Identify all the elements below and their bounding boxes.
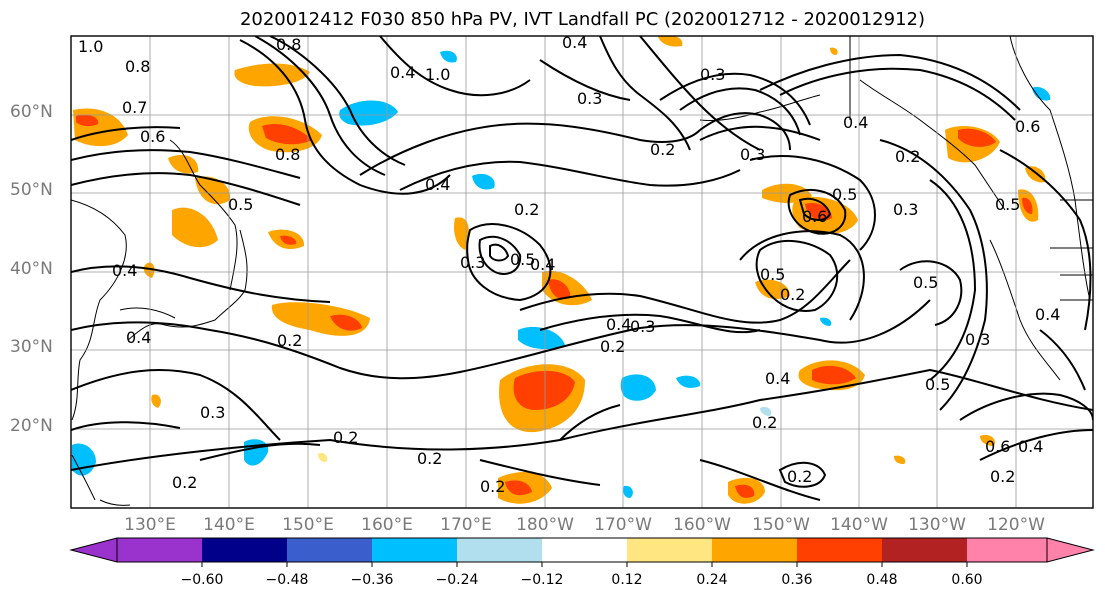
contour-label: 0.4 <box>606 315 631 334</box>
contour-label: 0.2 <box>780 285 805 304</box>
contour-label: 0.2 <box>277 331 302 350</box>
lon-label-140e: 140°E <box>203 515 255 535</box>
lon-label-170w: 170°W <box>594 515 652 535</box>
lon-label-180w: 180°W <box>516 515 574 535</box>
colorbar-segment <box>457 538 542 562</box>
colorbar-segment <box>797 538 882 562</box>
lat-label-30n: 30°N <box>10 337 53 357</box>
contour-label: 0.2 <box>514 200 539 219</box>
contour-label: 0.4 <box>1018 437 1043 456</box>
contour-label: 0.2 <box>333 428 358 447</box>
contour-label: 0.2 <box>752 413 777 432</box>
contour-label: 0.3 <box>577 89 602 108</box>
lon-label-130w: 130°W <box>908 515 966 535</box>
coastlines <box>71 36 1093 506</box>
contour-label: 0.2 <box>480 477 505 496</box>
contour-labels: 1.0 0.8 0.7 0.6 0.5 0.4 0.4 0.3 0.2 0.2 … <box>78 33 1060 496</box>
contour-label: 0.4 <box>112 261 137 280</box>
contour-label: 0.6 <box>140 127 165 146</box>
colorbar-over-arrow <box>1046 537 1095 563</box>
colorbar-tick: 0.12 <box>611 572 643 588</box>
lon-label-150e: 150°E <box>282 515 334 535</box>
contour-label: 0.4 <box>765 369 790 388</box>
contour-label: 0.4 <box>1035 305 1060 324</box>
contour-label: 0.4 <box>126 328 151 347</box>
contour-label: 0.2 <box>172 473 197 492</box>
lat-label-60n: 60°N <box>10 102 53 122</box>
lat-label-20n: 20°N <box>10 416 53 436</box>
lon-label-130e: 130°E <box>124 515 176 535</box>
colorbar-segment <box>202 538 287 562</box>
contour-label: 0.6 <box>985 437 1010 456</box>
lon-label-140w: 140°W <box>830 515 888 535</box>
colorbar-tick: −0.24 <box>435 572 479 588</box>
contour-label: 0.2 <box>600 337 625 356</box>
colorbar-tick: 0.36 <box>781 572 813 588</box>
colorbar-tick: −0.12 <box>520 572 564 588</box>
contour-label: 0.5 <box>995 195 1020 214</box>
map-frame <box>70 35 1094 509</box>
contour-label: 0.4 <box>390 63 415 82</box>
lat-label-50n: 50°N <box>10 180 53 200</box>
contour-label: 0.4 <box>562 33 587 52</box>
lon-label-160w: 160°W <box>673 515 731 535</box>
lon-label-150w: 150°W <box>752 515 810 535</box>
contour-label: 0.3 <box>200 403 225 422</box>
graticule <box>71 36 1093 508</box>
contour-label: 0.3 <box>460 253 485 272</box>
contour-label: 0.5 <box>510 250 535 269</box>
colorbar-segment <box>967 538 1047 562</box>
lat-label-40n: 40°N <box>10 259 53 279</box>
contour-label: 0.3 <box>965 330 990 349</box>
colorbar-segment <box>882 538 967 562</box>
contour-label: 0.2 <box>650 140 675 159</box>
contour-label: 0.6 <box>1015 117 1040 136</box>
contour-label: 0.3 <box>740 145 765 164</box>
colorbar-segment <box>712 538 797 562</box>
contour-label: 0.3 <box>630 317 655 336</box>
colorbar-tick: 0.24 <box>696 572 728 588</box>
contour-label: 0.2 <box>990 467 1015 486</box>
contour-label: 0.5 <box>925 375 950 394</box>
contour-label: 0.5 <box>832 185 857 204</box>
contour-label: 0.2 <box>417 449 442 468</box>
contour-label: 0.2 <box>787 467 812 486</box>
contour-label: 1.0 <box>425 65 450 84</box>
map-title: 2020012412 F030 850 hPa PV, IVT Landfall… <box>239 9 926 30</box>
colorbar-tick: 0.48 <box>866 572 898 588</box>
colorbar-segment <box>542 538 627 562</box>
colorbar-outline <box>116 537 1048 563</box>
contour-label: 0.4 <box>843 113 868 132</box>
colorbar <box>69 537 1095 567</box>
contour-label: 0.3 <box>893 200 918 219</box>
contour-label: 0.2 <box>895 147 920 166</box>
contour-label: 0.4 <box>425 175 450 194</box>
contour-label: 0.8 <box>276 35 301 54</box>
colorbar-tick: −0.48 <box>265 572 309 588</box>
contour-label: 0.7 <box>122 98 147 117</box>
lon-label-170e: 170°E <box>440 515 492 535</box>
contour-label: 0.5 <box>913 273 938 292</box>
colorbar-under-arrow <box>69 537 118 563</box>
colorbar-segment <box>287 538 372 562</box>
colorbar-segment <box>117 538 202 562</box>
contour-label: 0.6 <box>802 207 827 226</box>
contour-label: 0.5 <box>228 195 253 214</box>
colorbar-segment <box>627 538 712 562</box>
ivt-contours <box>71 36 1093 501</box>
colorbar-tick: −0.60 <box>180 572 224 588</box>
contour-label: 0.4 <box>530 255 555 274</box>
contour-label: 0.8 <box>275 145 300 164</box>
lon-label-160e: 160°E <box>361 515 413 535</box>
colorbar-tick: −0.36 <box>350 572 394 588</box>
colorbar-segment <box>372 538 457 562</box>
colorbar-tick: 0.60 <box>951 572 983 588</box>
contour-label: 0.3 <box>700 65 725 84</box>
contour-label: 0.5 <box>760 265 785 284</box>
lon-label-120w: 120°W <box>987 515 1045 535</box>
contour-label: 0.8 <box>125 57 150 76</box>
contour-label: 1.0 <box>78 37 103 56</box>
